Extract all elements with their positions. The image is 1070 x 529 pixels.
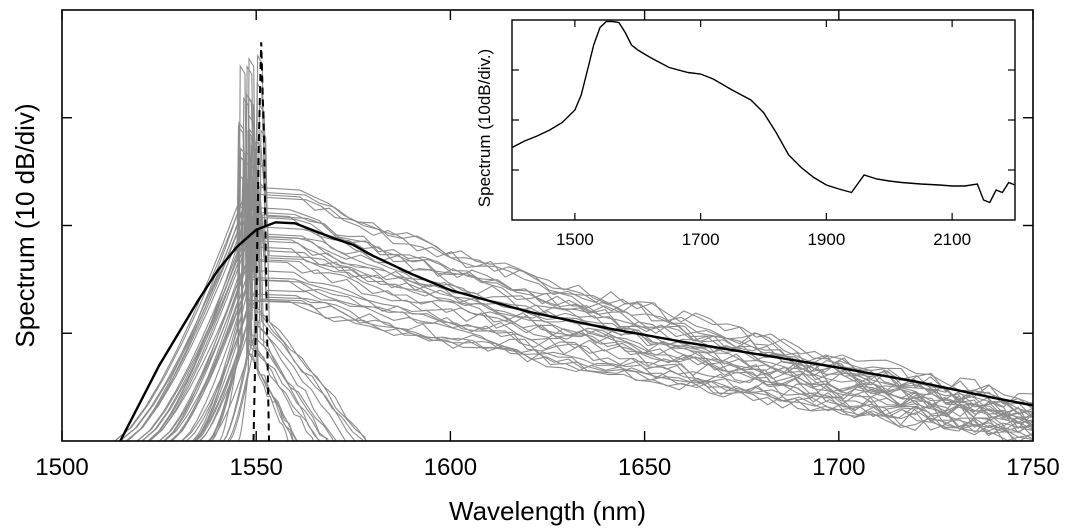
ensemble-line	[211, 219, 321, 441]
ensemble-line	[222, 144, 328, 441]
ensemble-line	[119, 139, 1033, 441]
ensemble-line	[208, 157, 314, 441]
x-tick-label: 1650	[618, 454, 671, 481]
ensemble-line	[238, 128, 289, 441]
main-ticks: 1500 1550 1600 1650 1700 1750	[35, 10, 1060, 481]
input-pulse-dashed-line	[252, 42, 270, 441]
inset-x-tick-label: 2100	[933, 230, 971, 249]
average-spectrum-line	[119, 221, 1033, 441]
ensemble-lines	[114, 53, 1033, 441]
inset-spectrum-line	[511, 20, 1016, 204]
inset-background	[466, 20, 1015, 252]
inset-y-axis-title: Spectrum (10dB/div.)	[475, 49, 494, 207]
ensemble-line	[136, 196, 1033, 441]
ensemble-line	[127, 144, 1033, 441]
x-tick-label: 1700	[812, 454, 865, 481]
y-axis-title: Spectrum (10 dB/div)	[10, 103, 40, 347]
ensemble-line	[136, 185, 1033, 441]
x-tick-label: 1750	[1006, 454, 1059, 481]
x-tick-label: 1500	[35, 454, 88, 481]
ensemble-line	[199, 174, 329, 441]
main-plot: 1500 1550 1600 1650 1700 1750 Wavelength (nm)…	[10, 9, 1060, 526]
ensemble-line	[114, 164, 1033, 441]
ensemble-line	[193, 220, 1010, 441]
x-tick-label: 1550	[230, 454, 283, 481]
inset-x-tick-label: 1900	[807, 230, 845, 249]
inset-x-tick-label: 1700	[682, 230, 720, 249]
inset-plot: 1500 1700 1900 2100 Spectrum (10dB/div.)	[466, 19, 1016, 252]
inset-ticks: 1500 1700 1900 2100	[512, 20, 1015, 249]
x-tick-label: 1600	[424, 454, 477, 481]
inset-x-tick-label: 1500	[556, 230, 594, 249]
main-series-group	[119, 42, 1033, 441]
ensemble-line	[125, 92, 1033, 441]
x-axis-title: Wavelength (nm)	[449, 496, 646, 526]
inset-series-group	[511, 20, 1016, 204]
ensemble-line	[169, 146, 1033, 441]
ensemble-line	[193, 182, 368, 441]
